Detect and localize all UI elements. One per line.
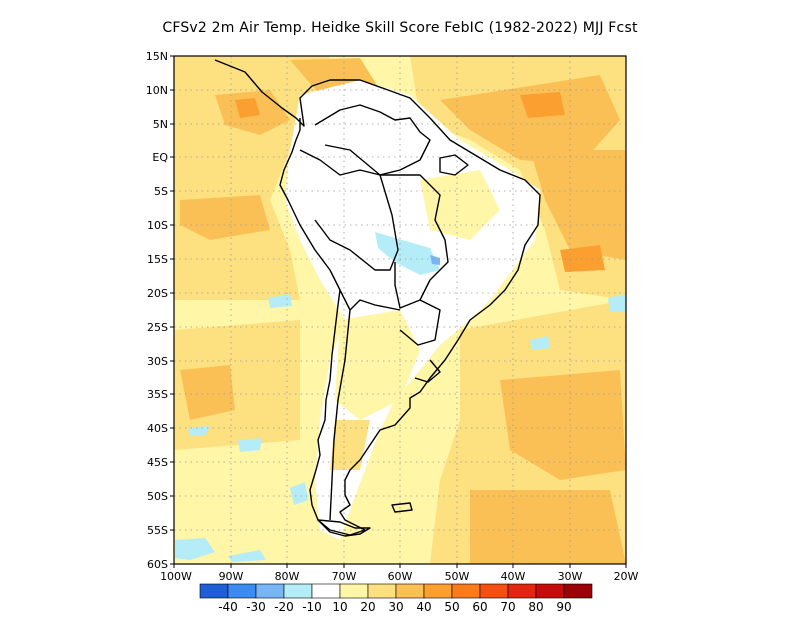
colorbar-label: 10 bbox=[332, 600, 347, 614]
lat-label: 5N bbox=[153, 118, 168, 131]
lat-label: 50S bbox=[147, 490, 168, 503]
colorbar-swatch bbox=[339, 583, 369, 599]
colorbar-label: 20 bbox=[360, 600, 375, 614]
lon-label: 100W bbox=[160, 570, 192, 583]
lon-label: 30W bbox=[558, 570, 583, 583]
lon-label: 80W bbox=[275, 570, 300, 583]
lon-label: 50W bbox=[445, 570, 470, 583]
colorbar-swatch bbox=[199, 583, 229, 599]
lat-label: 10N bbox=[146, 84, 168, 97]
colorbar-label: 80 bbox=[528, 600, 543, 614]
colorbar-label: 60 bbox=[472, 600, 487, 614]
latitude-labels: 15N 10N 5N EQ 5S 10S 15S 20S 25S 30S 35S… bbox=[146, 50, 169, 571]
coastline bbox=[214, 59, 541, 537]
lon-label: 40W bbox=[501, 570, 526, 583]
colorbar-swatch bbox=[423, 583, 453, 599]
lat-label: 45S bbox=[147, 456, 168, 469]
colorbar-swatch bbox=[311, 583, 341, 599]
lat-label: 40S bbox=[147, 422, 168, 435]
colorbar-swatch bbox=[479, 583, 509, 599]
colorbar-swatch bbox=[507, 583, 537, 599]
map-title: CFSv2 2m Air Temp. Heidke Skill Score Fe… bbox=[162, 20, 638, 36]
colorbar-label: 40 bbox=[416, 600, 431, 614]
colorbar-label: 30 bbox=[388, 600, 403, 614]
colorbar-swatch bbox=[535, 583, 565, 599]
lon-label: 90W bbox=[219, 570, 244, 583]
colorbar-label: -20 bbox=[274, 600, 294, 614]
lat-label: 55S bbox=[147, 524, 168, 537]
lat-label: 60S bbox=[147, 558, 168, 571]
colorbar-label: -30 bbox=[246, 600, 266, 614]
colorbar-swatch bbox=[367, 583, 397, 599]
lat-label: 15N bbox=[146, 50, 168, 63]
colorbar-swatch bbox=[451, 583, 481, 599]
colorbar-swatch bbox=[255, 583, 285, 599]
lat-label: 25S bbox=[147, 321, 168, 334]
colorbar-swatch bbox=[395, 583, 425, 599]
lat-label: 20S bbox=[147, 287, 168, 300]
colorbar-label: 50 bbox=[444, 600, 459, 614]
lon-label: 20W bbox=[614, 570, 639, 583]
lat-label: 30S bbox=[147, 355, 168, 368]
lat-label: EQ bbox=[152, 151, 168, 164]
colorbar-label: 90 bbox=[556, 600, 571, 614]
lon-label: 60W bbox=[388, 570, 413, 583]
longitude-labels: 100W 90W 80W 70W 60W 50W 40W 30W 20W bbox=[160, 570, 638, 583]
colorbar-label: 70 bbox=[500, 600, 515, 614]
colorbar-swatch bbox=[563, 583, 593, 599]
colorbar: -40 -30 -20 -10 10 20 30 40 50 60 70 80 90 bbox=[199, 583, 593, 614]
lon-label: 70W bbox=[332, 570, 357, 583]
lat-label: 35S bbox=[147, 388, 168, 401]
lat-label: 15S bbox=[147, 253, 168, 266]
colorbar-label: -40 bbox=[218, 600, 238, 614]
colorbar-label: -10 bbox=[302, 600, 322, 614]
colorbar-swatch bbox=[283, 583, 313, 599]
colorbar-swatch bbox=[227, 583, 257, 599]
lat-label: 5S bbox=[154, 185, 168, 198]
lat-label: 10S bbox=[147, 219, 168, 232]
axis-ticks bbox=[170, 55, 627, 568]
